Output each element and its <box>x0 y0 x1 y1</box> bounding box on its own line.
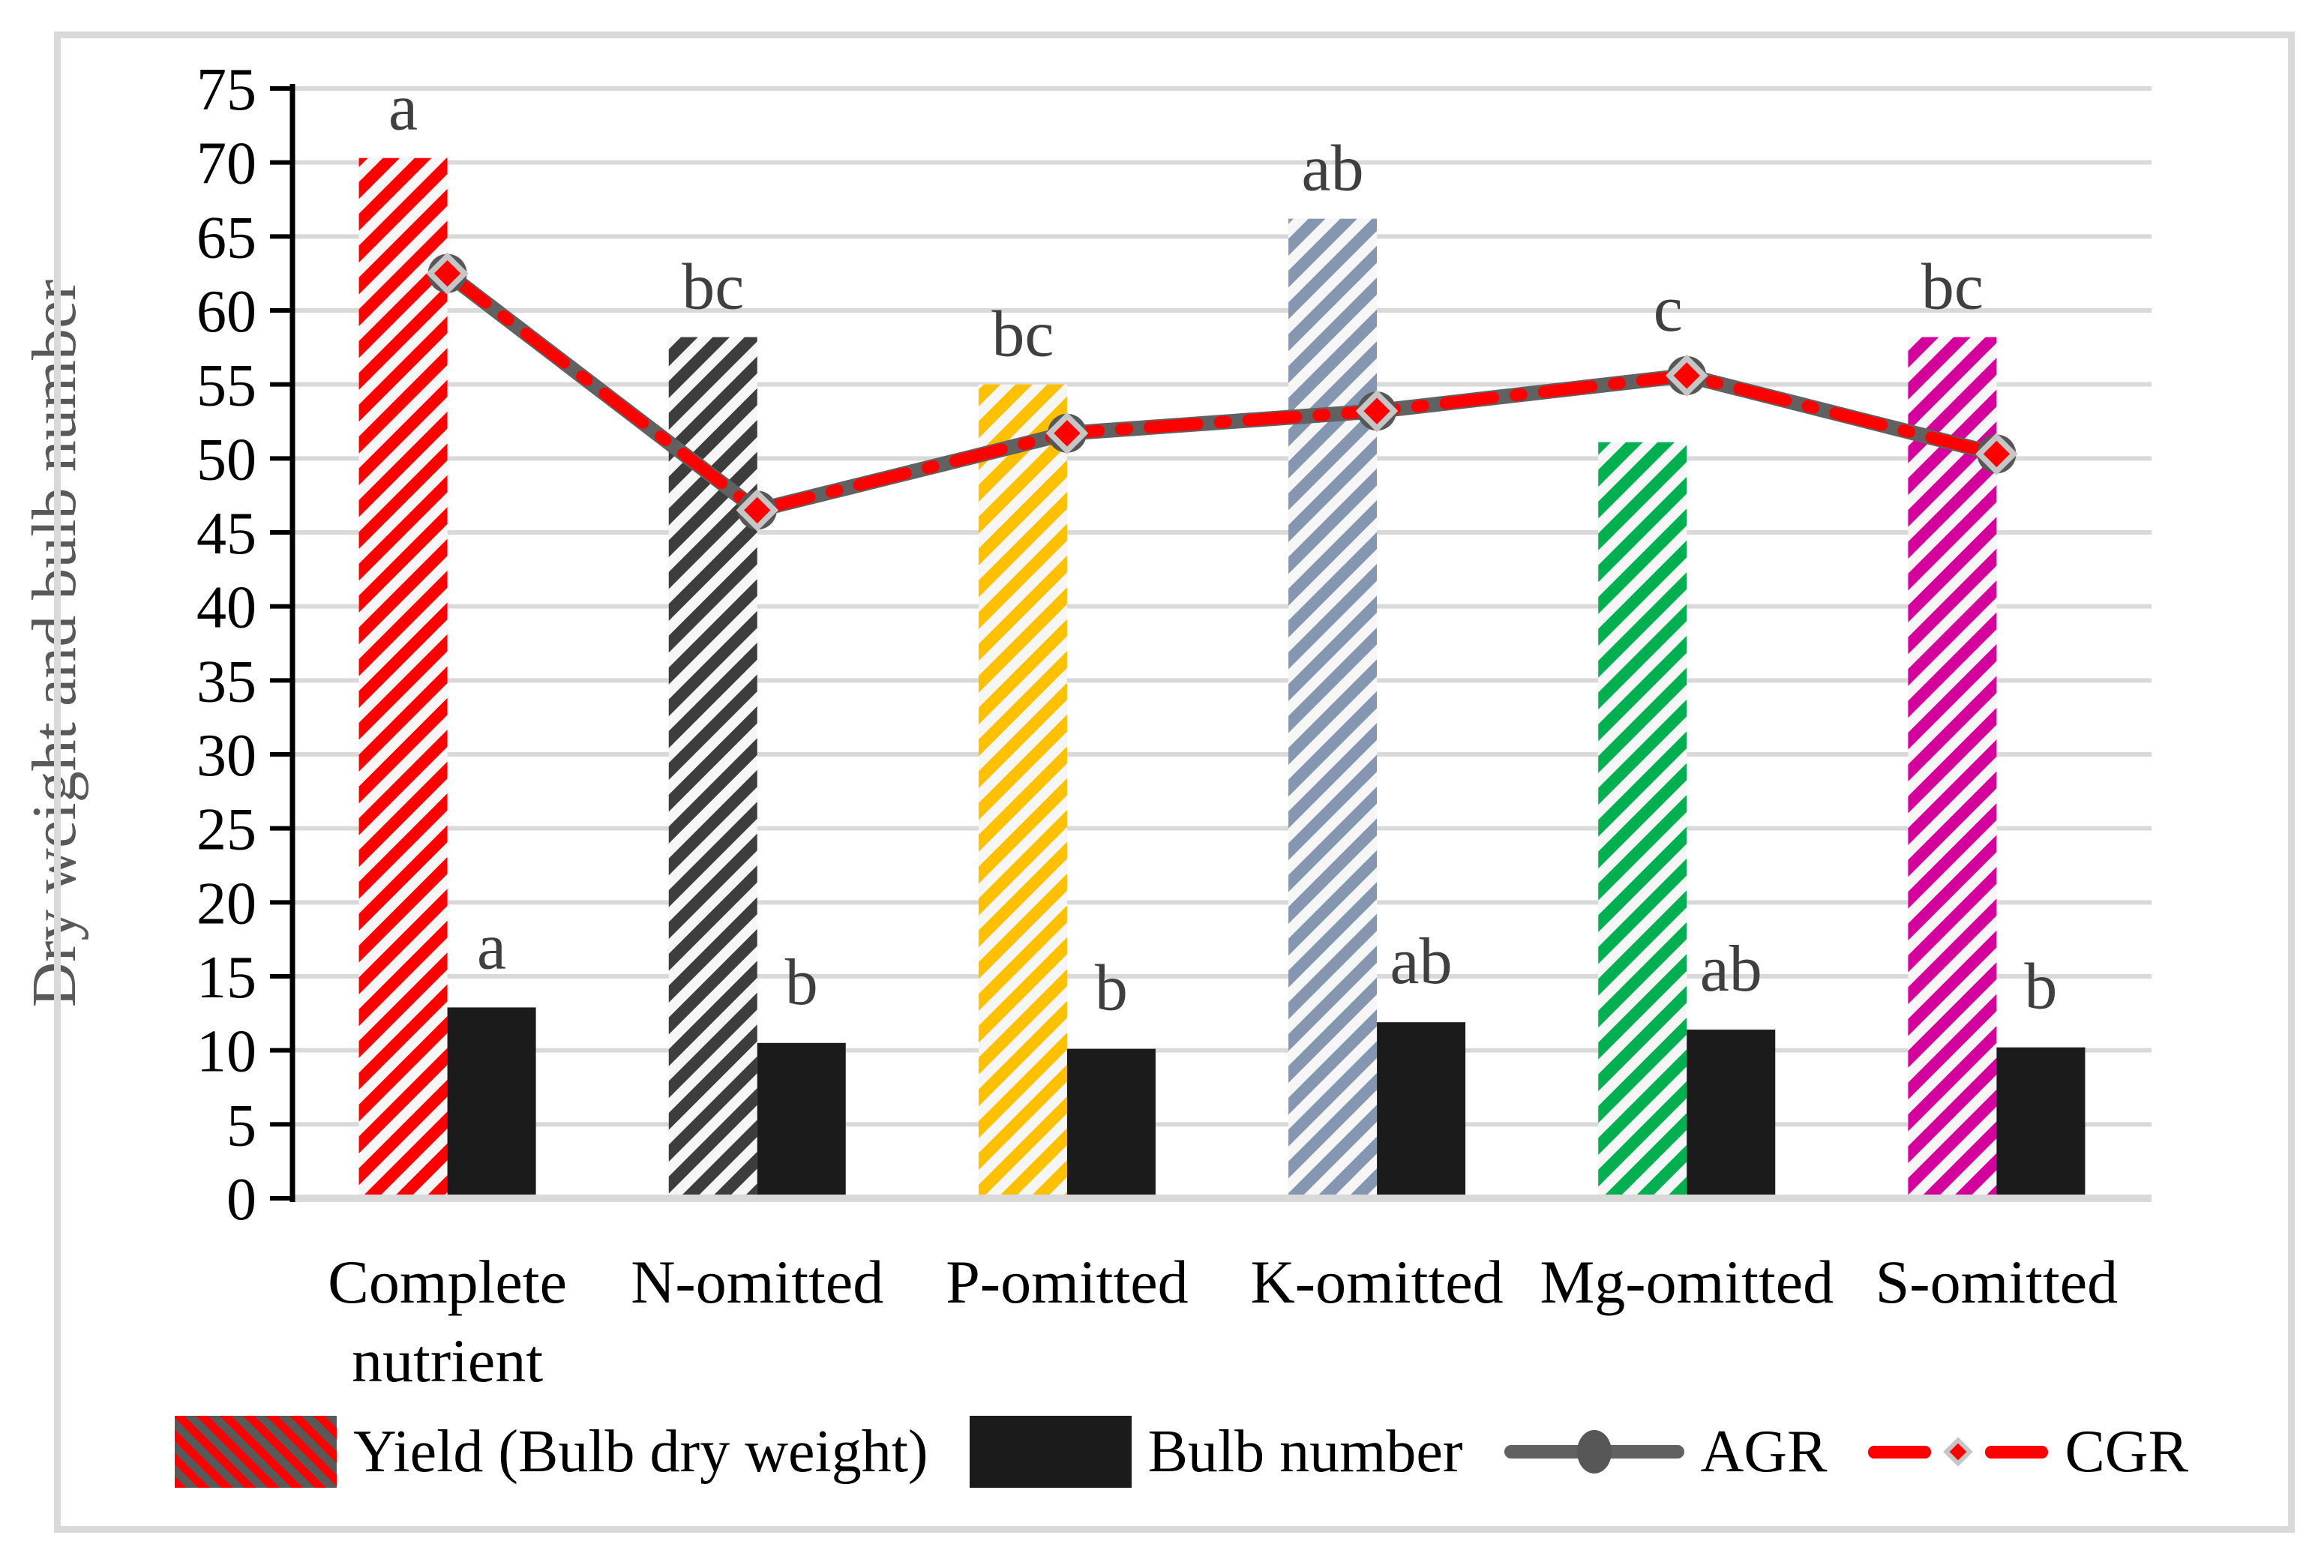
legend-item-cgr: CGR <box>1868 1418 2188 1486</box>
bulb-number-swatch-icon <box>969 1416 1132 1488</box>
legend-label-cgr: CGR <box>2065 1418 2188 1485</box>
yield-bar-5 <box>1908 337 1997 1198</box>
cgr-dash-sample <box>1868 1445 1932 1459</box>
cgr-dash-sample <box>1985 1445 2049 1459</box>
legend: Yield (Bulb dry weight) Bulb number AGR … <box>175 1408 2188 1495</box>
yield-bar-4 <box>1598 442 1687 1198</box>
yield-swatch-icon <box>175 1416 337 1488</box>
cgr-line <box>441 267 2003 517</box>
y-tick-label-60: 60 <box>196 279 256 345</box>
legend-item-yield: Yield (Bulb dry weight) <box>175 1416 928 1488</box>
cgr-diamond-core <box>1950 1443 1967 1461</box>
yield-letter-4: c <box>1654 273 1683 346</box>
legend-label-agr: AGR <box>1700 1418 1828 1485</box>
legend-label-bulb-number: Bulb number <box>1147 1418 1463 1485</box>
yield-letter-2: bc <box>991 298 1054 371</box>
y-tick-label-70: 70 <box>196 131 256 197</box>
bulb-letter-3: ab <box>1390 925 1453 998</box>
category-label-3: K-omitted <box>1251 1248 1504 1316</box>
bulb-bar-1 <box>757 1042 846 1198</box>
bulb-letter-1: b <box>785 946 818 1019</box>
bulb-letter-2: b <box>1095 952 1128 1025</box>
cgr-line-marker-icon <box>1868 1428 2049 1476</box>
legend-label-yield: Yield (Bulb dry weight) <box>353 1418 928 1485</box>
cgr-marker-core-1 <box>744 496 771 524</box>
y-tick-label-50: 50 <box>196 427 256 493</box>
category-label-4: Mg-omitted <box>1540 1248 1834 1316</box>
agr-circle-marker-icon <box>1576 1430 1612 1474</box>
bulb-bar-2 <box>1066 1048 1156 1198</box>
legend-item-bulb-number: Bulb number <box>969 1416 1463 1488</box>
bulb-bar-4 <box>1687 1030 1776 1198</box>
category-label-5: S-omitted <box>1876 1248 2118 1316</box>
figure-border <box>54 31 2295 1533</box>
yield-letter-5: bc <box>1921 251 1984 324</box>
yield-bar-0 <box>358 157 448 1198</box>
legend-item-agr: AGR <box>1504 1418 1828 1486</box>
y-tick-label-15: 15 <box>196 945 256 1011</box>
cgr-marker-core-3 <box>1363 397 1390 424</box>
y-tick-label-75: 75 <box>196 57 256 123</box>
cgr-marker-core-2 <box>1054 420 1081 447</box>
category-label-2: P-omitted <box>946 1248 1188 1316</box>
y-tick-label-10: 10 <box>196 1019 256 1085</box>
cgr-marker-core-0 <box>433 259 461 287</box>
bulb-bar-0 <box>447 1007 536 1198</box>
y-tick-label-20: 20 <box>196 871 256 937</box>
bulb-bar-3 <box>1377 1022 1466 1198</box>
yield-letter-1: bc <box>682 251 744 324</box>
y-tick-label-25: 25 <box>196 797 256 863</box>
yield-bar-3 <box>1288 218 1378 1198</box>
bulb-letter-5: b <box>2024 951 2057 1024</box>
bulb-bar-5 <box>1996 1047 2086 1198</box>
category-label-0: Complete nutrient <box>328 1248 567 1395</box>
y-tick-label-65: 65 <box>196 205 256 271</box>
cgr-marker-core-5 <box>1983 440 2011 468</box>
yield-letter-0: a <box>388 72 418 145</box>
y-tick-label-55: 55 <box>196 353 256 419</box>
agr-line-marker-icon <box>1504 1428 1684 1476</box>
bulb-letter-4: ab <box>1700 933 1762 1006</box>
y-tick-label-0: 0 <box>226 1167 256 1233</box>
y-tick-label-35: 35 <box>196 649 256 715</box>
y-tick-label-5: 5 <box>226 1093 256 1159</box>
yield-bar-2 <box>978 384 1067 1198</box>
yield-letter-3: ab <box>1302 133 1364 205</box>
bulb-letter-0: a <box>477 910 506 983</box>
y-tick-label-30: 30 <box>196 723 256 789</box>
category-label-1: N-omitted <box>631 1248 883 1316</box>
y-tick-label-40: 40 <box>196 575 256 641</box>
cgr-diamond-marker-icon <box>1943 1437 1974 1467</box>
y-tick-label-45: 45 <box>196 501 256 567</box>
